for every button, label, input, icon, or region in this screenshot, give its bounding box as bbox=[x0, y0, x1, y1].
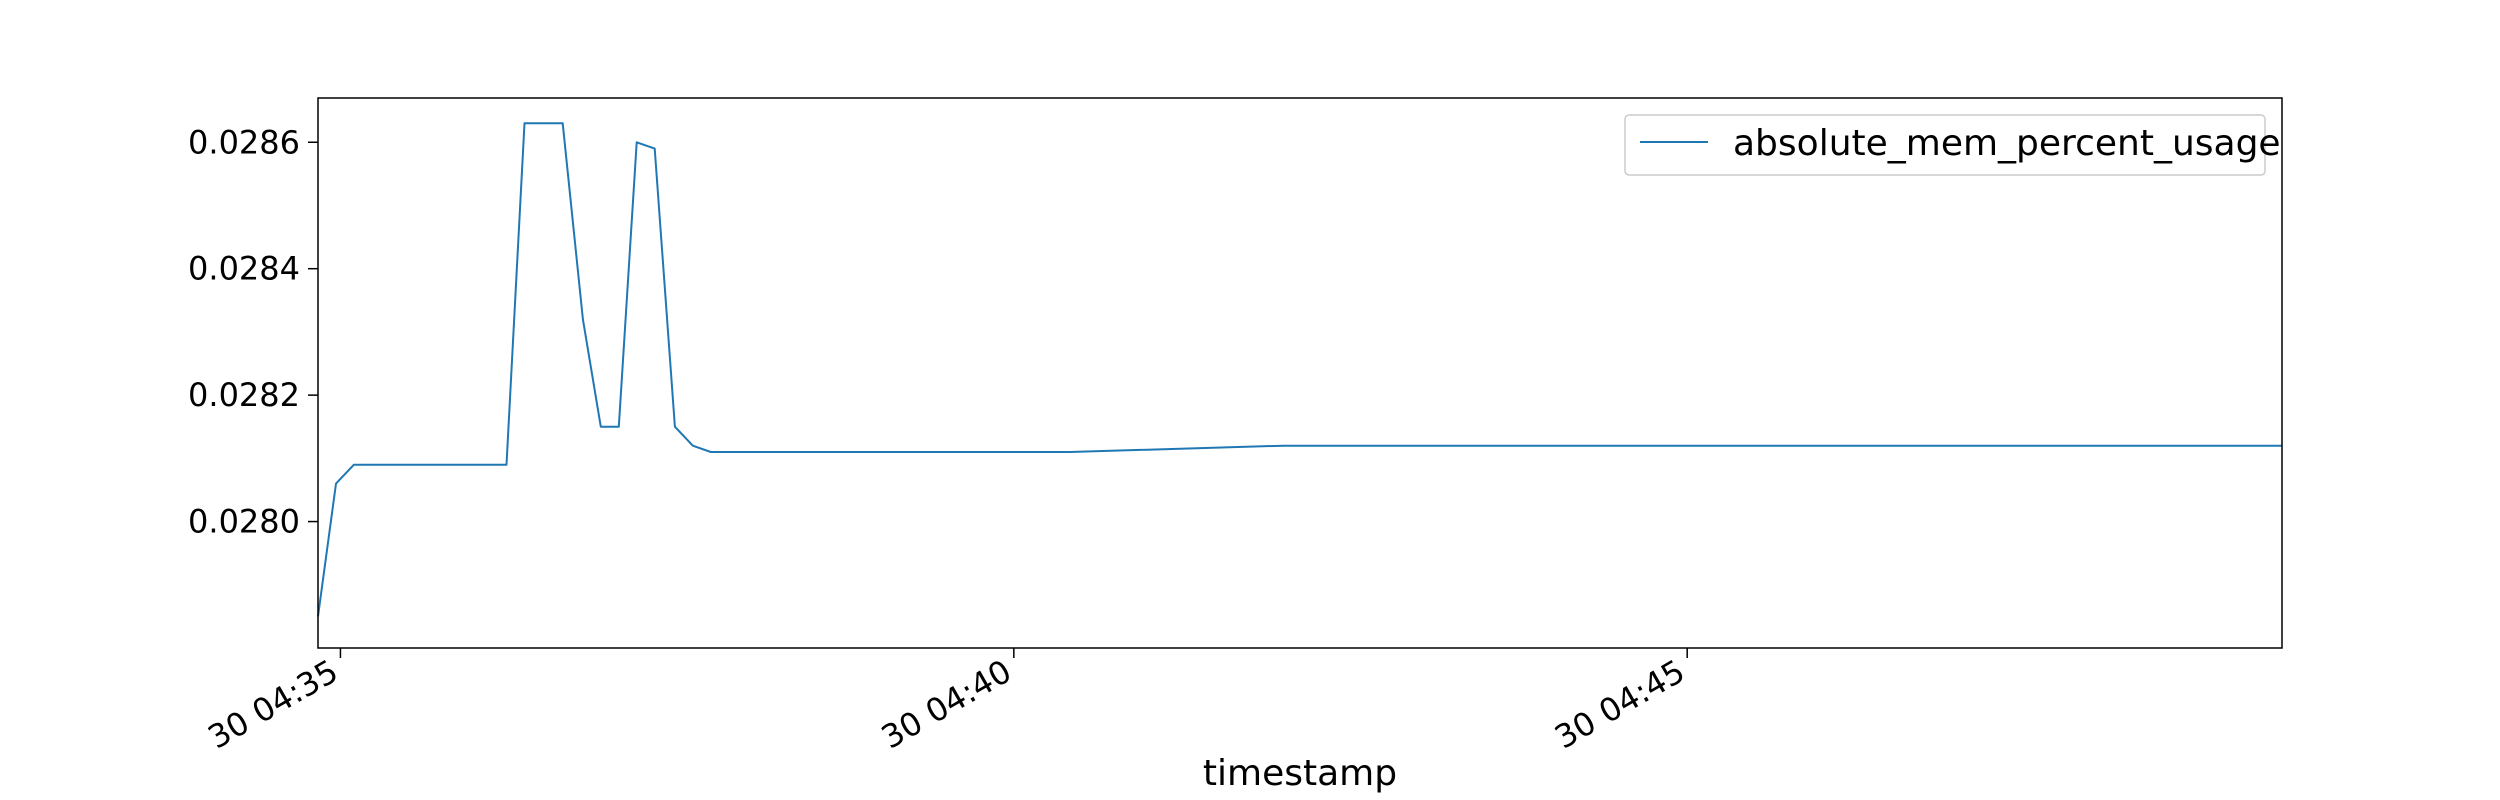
x-axis-label: timestamp bbox=[1203, 753, 1397, 794]
y-tick-label: 0.0280 bbox=[188, 503, 300, 541]
y-tick-label: 0.0282 bbox=[188, 376, 300, 414]
y-tick-label: 0.0284 bbox=[188, 250, 300, 288]
legend-entry: absolute_mem_percent_usage bbox=[1733, 123, 2281, 164]
y-axis: 0.0280 0.0282 0.0284 0.0286 bbox=[188, 123, 318, 541]
series-line-0 bbox=[317, 122, 2282, 617]
legend-box bbox=[1624, 114, 2266, 176]
series-layer bbox=[317, 122, 2282, 617]
y-tick-label: 0.0286 bbox=[188, 123, 300, 161]
legend: absolute_mem_percent_usage bbox=[1624, 114, 2281, 176]
plot-frame bbox=[317, 97, 2283, 649]
